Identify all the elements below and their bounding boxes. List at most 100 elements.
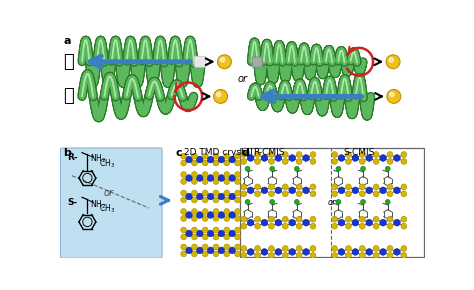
Circle shape (261, 249, 268, 255)
Circle shape (224, 209, 230, 214)
Circle shape (380, 249, 386, 255)
Circle shape (387, 184, 393, 190)
Circle shape (387, 223, 393, 229)
Circle shape (191, 215, 197, 221)
Circle shape (346, 152, 351, 157)
Circle shape (283, 191, 288, 197)
Text: R-CMIS: R-CMIS (253, 148, 284, 157)
Circle shape (224, 190, 230, 196)
Circle shape (213, 179, 219, 184)
Circle shape (296, 152, 302, 157)
Circle shape (387, 246, 393, 251)
Text: a: a (64, 36, 71, 46)
Circle shape (401, 159, 407, 164)
Circle shape (181, 197, 187, 203)
Circle shape (229, 156, 236, 163)
Circle shape (207, 230, 214, 237)
Circle shape (361, 200, 365, 204)
Circle shape (352, 219, 359, 226)
Circle shape (241, 253, 246, 258)
Circle shape (186, 247, 192, 254)
Circle shape (181, 179, 187, 184)
Circle shape (224, 215, 230, 221)
Circle shape (191, 251, 197, 257)
Circle shape (303, 187, 310, 194)
Circle shape (386, 55, 400, 69)
Text: R-: R- (67, 153, 78, 162)
Circle shape (181, 251, 187, 257)
Circle shape (213, 244, 219, 250)
Circle shape (202, 251, 208, 257)
Circle shape (352, 249, 359, 255)
Circle shape (268, 216, 274, 222)
Text: 🤚: 🤚 (63, 53, 73, 71)
Circle shape (385, 200, 390, 204)
Circle shape (218, 193, 225, 200)
Circle shape (294, 200, 299, 204)
Circle shape (181, 209, 187, 214)
Circle shape (191, 160, 197, 166)
Circle shape (366, 249, 373, 255)
Circle shape (218, 230, 225, 237)
Circle shape (202, 160, 208, 166)
Text: S-CMIS: S-CMIS (344, 148, 375, 157)
Circle shape (235, 179, 240, 184)
Circle shape (275, 187, 282, 194)
Circle shape (224, 197, 230, 203)
Circle shape (283, 223, 288, 229)
Circle shape (283, 216, 288, 222)
Circle shape (247, 249, 254, 255)
Circle shape (235, 251, 240, 257)
Circle shape (373, 216, 379, 222)
Circle shape (213, 251, 219, 257)
Circle shape (346, 191, 351, 197)
Text: or: or (237, 75, 247, 84)
Circle shape (389, 58, 393, 62)
Circle shape (213, 197, 219, 203)
Circle shape (283, 159, 288, 164)
Circle shape (202, 179, 208, 184)
Circle shape (332, 223, 337, 229)
Circle shape (373, 184, 379, 190)
Circle shape (346, 253, 351, 258)
Circle shape (241, 152, 246, 157)
Circle shape (207, 193, 214, 200)
Circle shape (213, 190, 219, 196)
Circle shape (181, 215, 187, 221)
Circle shape (191, 209, 197, 214)
Circle shape (235, 160, 240, 166)
Circle shape (361, 166, 365, 171)
Circle shape (387, 191, 393, 197)
Circle shape (336, 200, 341, 204)
Text: S-: S- (67, 198, 78, 207)
Circle shape (338, 155, 345, 161)
Circle shape (255, 253, 261, 258)
Circle shape (224, 172, 230, 177)
Circle shape (268, 184, 274, 190)
Circle shape (207, 247, 214, 254)
Circle shape (217, 92, 221, 97)
Circle shape (366, 219, 373, 226)
Text: 2D TMD crystal: 2D TMD crystal (183, 148, 252, 157)
Circle shape (197, 175, 203, 181)
Circle shape (181, 172, 187, 177)
Circle shape (191, 244, 197, 250)
Circle shape (332, 191, 337, 197)
Circle shape (401, 191, 407, 197)
Circle shape (332, 253, 337, 258)
Circle shape (390, 92, 394, 97)
Circle shape (255, 152, 261, 157)
Circle shape (213, 209, 219, 214)
Circle shape (296, 246, 302, 251)
Circle shape (352, 187, 359, 194)
Circle shape (310, 184, 316, 190)
Circle shape (241, 184, 246, 190)
Circle shape (186, 156, 192, 163)
Circle shape (202, 234, 208, 240)
Bar (240, 148, 424, 257)
Circle shape (310, 152, 316, 157)
Circle shape (380, 187, 386, 194)
Circle shape (275, 249, 282, 255)
Circle shape (181, 244, 187, 250)
Circle shape (380, 219, 386, 226)
